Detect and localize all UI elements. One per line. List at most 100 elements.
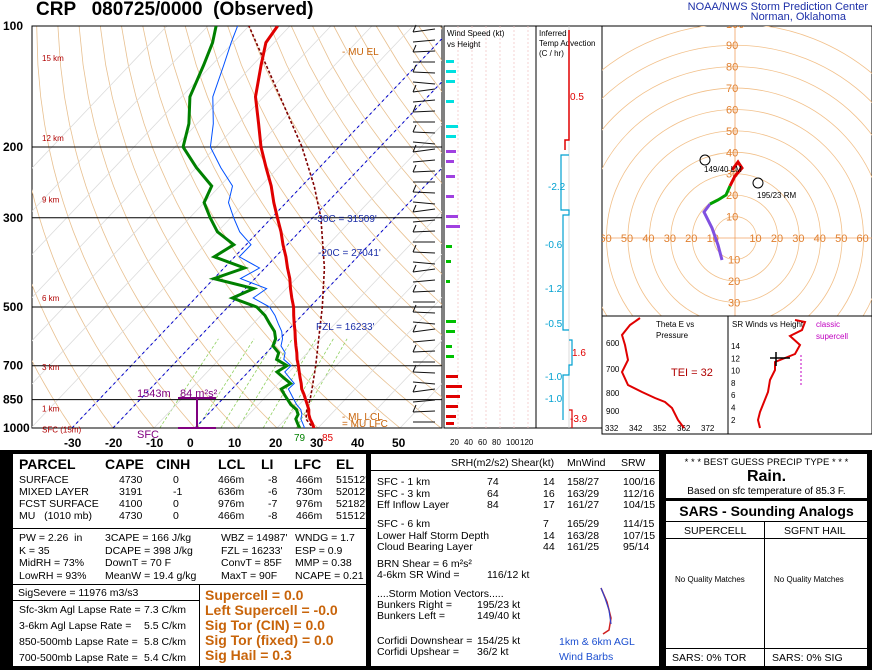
hodo-x-label: 60	[599, 233, 611, 245]
sr-winds-y-label: 6	[731, 391, 736, 400]
wind-barb	[412, 410, 436, 413]
wind-speed-bar	[446, 422, 454, 425]
wind-barb-flag	[412, 184, 417, 193]
agency-line-1: NOAA/NWS Storm Prediction Center	[687, 1, 868, 13]
hodo-ring-label: 80	[726, 62, 738, 74]
kinematics-cell: Cloud Bearing Layer	[377, 541, 473, 553]
kinematics-col-header: Shear(kt)	[511, 457, 555, 469]
precip-type: Rain.	[746, 468, 787, 485]
temperature-label: -30	[64, 436, 82, 450]
sars-tor: SARS: 0% TOR	[672, 652, 747, 664]
storm-motion-title: ....Storm Motion Vectors.....	[377, 588, 504, 600]
dewpoint-profile	[181, 26, 302, 428]
pressure-label: 700	[3, 359, 23, 373]
param-cell: 3CAPE = 166 J/kg	[105, 532, 192, 544]
storm-vector-value: 195/23 kt	[477, 599, 521, 611]
isotherm	[32, 26, 209, 212]
storm-vector-value: 36/2 kt	[477, 646, 509, 658]
wind-barb-flag	[412, 344, 417, 353]
hodo-trace-mid	[709, 185, 732, 206]
agency-line-2: Norman, Oklahoma	[750, 11, 846, 23]
parcel-cell: SURFACE	[19, 474, 69, 486]
parcel-cell: 4730	[119, 510, 143, 522]
parcel-cell: -8	[268, 474, 278, 486]
composite-param: Supercell = 0.0	[205, 587, 304, 603]
wind-speed-bar	[446, 405, 458, 408]
isotherm	[32, 26, 291, 299]
parcel-cell: 730m	[296, 486, 323, 498]
brn-text: BRN Shear = 6 m²s²	[377, 558, 472, 570]
wind-barb	[412, 219, 436, 223]
divider	[371, 470, 661, 471]
pressure-label: 1000	[3, 421, 30, 435]
pressure-label: 500	[3, 300, 23, 314]
temperature-label: 30	[310, 436, 324, 450]
parcel-cell: 51512'	[336, 510, 368, 522]
param-cell: DownT = 70 F	[105, 557, 172, 569]
parcel-cell: 466m	[296, 510, 323, 522]
temperature-label: 50	[392, 436, 406, 450]
sr-winds-y-label: 2	[731, 416, 736, 425]
wind-barb-flag	[412, 324, 417, 333]
param-cell: FZL = 16233'	[221, 544, 283, 557]
dry-adiabat	[248, 26, 442, 305]
wind-barb	[412, 208, 436, 213]
wind-barb	[412, 201, 436, 205]
temp-adv-trace	[564, 30, 570, 150]
wind-barb	[412, 148, 436, 153]
storm-vector-label: Corfidi Upshear =	[377, 646, 459, 658]
wind-speed-axis-label: 120	[520, 438, 534, 447]
parcel-cell: 466m	[218, 474, 245, 486]
parcel-cell: 3191	[119, 486, 143, 498]
lapse-value: 5.8 C/km	[144, 636, 187, 648]
sigsevere-text: SigSevere = 11976 m3/s3	[18, 587, 139, 599]
sr-winds-y-label: 14	[731, 342, 740, 351]
dcape-bracket	[178, 397, 216, 429]
wind-barbs-column	[412, 24, 436, 423]
wind-barb	[412, 268, 436, 273]
kinematics-cell: 161/27	[567, 499, 600, 511]
parcel-cell: -1	[173, 486, 183, 498]
temp-adv-value: 0.5	[570, 92, 584, 103]
hodo-x-label: 10	[749, 233, 761, 245]
parcel-cell: 4100	[119, 498, 143, 510]
kinematics-cell: SFC - 3 km	[377, 487, 431, 500]
hodo-ring-label: 90	[726, 40, 738, 52]
wind-speed-bar	[446, 245, 452, 248]
kinematics-cell: 161/25	[567, 541, 600, 553]
kinematics-cell: 17	[543, 499, 555, 511]
param-cell: DCAPE = 398 J/kg	[105, 544, 193, 557]
wind-barb	[412, 39, 436, 43]
wind-barb	[412, 131, 436, 134]
srwind-label: 4-6km SR Wind =	[377, 569, 460, 581]
sr-winds-y-label: 4	[731, 404, 736, 413]
minus30-label: -30C = 31509'	[314, 214, 377, 225]
lapse-label: Sfc-3km Agl Lapse Rate =	[19, 604, 141, 616]
wetbulb-profile	[209, 26, 306, 428]
temp-adv-value: 1.6	[572, 348, 586, 359]
analogs-match-1: No Quality Matches	[675, 575, 745, 584]
analogs-col-2: SGFNT HAIL	[784, 525, 846, 537]
wind-speed-bar	[446, 395, 460, 398]
parcel-header: LCL	[218, 456, 246, 472]
wind-barb	[412, 279, 436, 283]
parcel-header: CINH	[156, 456, 191, 472]
storm-vector-label: Corfidi Downshear =	[377, 635, 473, 647]
wind-barb	[412, 230, 436, 233]
temperature-label: 0	[187, 436, 194, 450]
sr-winds-y-label: 8	[731, 379, 736, 388]
theta-e-x-label: 362	[677, 424, 691, 433]
wind-barb	[412, 159, 436, 163]
wind-speed-axis-label: 20	[450, 438, 459, 447]
theta-e-x-label: 332	[605, 424, 619, 433]
theta-e-x-label: 352	[653, 424, 667, 433]
parcel-cell: MIXED LAYER	[19, 486, 89, 498]
analogs-col-1: SUPERCELL	[684, 525, 747, 537]
divider	[13, 528, 368, 529]
sr-winds-title: SR Winds vs Height	[732, 320, 804, 329]
wind-speed-title-2: vs Height	[447, 40, 481, 49]
wind-speed-bar	[446, 375, 458, 378]
hodograph-frame	[601, 25, 872, 317]
hodo-x-label: 60	[857, 233, 869, 245]
dry-adiabat	[269, 26, 442, 275]
